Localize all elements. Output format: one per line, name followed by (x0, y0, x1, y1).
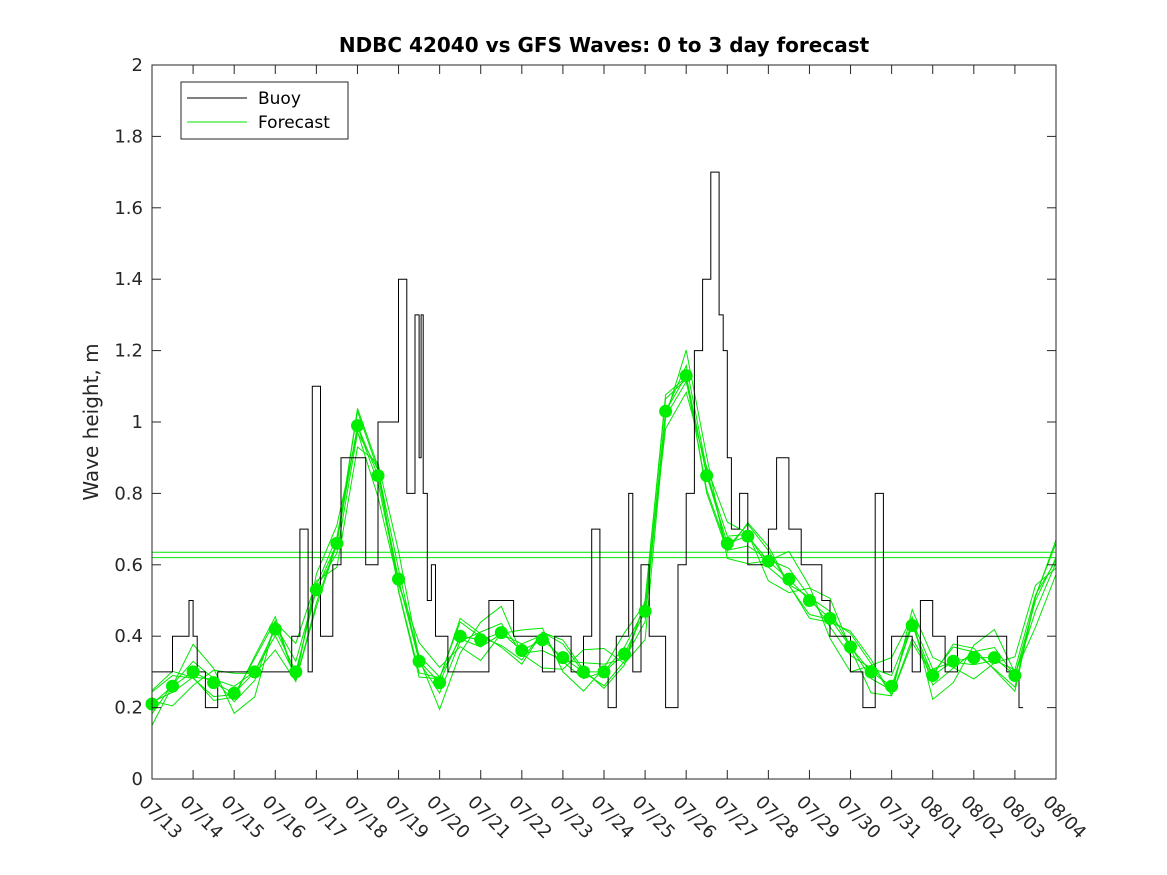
analysis-point (268, 622, 282, 636)
forecast-line (151, 376, 1057, 701)
x-tick-label: 07/13 (134, 792, 186, 844)
y-tick-label: 1.2 (114, 341, 143, 362)
legend-box (180, 81, 349, 140)
y-tick-label: 2 (132, 55, 143, 76)
analysis-point (659, 404, 673, 418)
y-tick-label: 0.4 (114, 626, 143, 647)
legend-label-buoy: Buoy (258, 89, 301, 109)
analysis-point (967, 651, 981, 665)
y-tick-label: 1.6 (114, 198, 143, 219)
y-tick-label: 1 (132, 412, 143, 433)
x-tick-label: 07/19 (381, 792, 433, 844)
analysis-point (926, 669, 940, 682)
x-tick-label: 07/21 (463, 792, 515, 844)
analysis-point (761, 554, 775, 568)
forecast-line (151, 349, 1057, 726)
analysis-point (864, 665, 878, 679)
y-tick-label: 0 (132, 769, 143, 790)
analysis-point (166, 679, 179, 693)
analysis-point (823, 611, 837, 625)
x-tick-label: 07/27 (710, 792, 762, 844)
analysis-point (309, 583, 323, 597)
analysis-point (556, 651, 570, 665)
x-tick-label: 07/28 (751, 792, 803, 844)
analysis-point (741, 529, 755, 543)
analysis-point (535, 633, 549, 647)
analysis-point (679, 369, 693, 383)
analysis-point (597, 665, 611, 679)
x-tick-label: 07/26 (669, 792, 721, 844)
analysis-point (494, 626, 508, 640)
buoy-line (152, 171, 1024, 709)
analysis-point (638, 604, 652, 618)
x-tick-label: 07/16 (258, 792, 310, 844)
x-tick-label: 07/24 (586, 792, 638, 844)
analysis-point (700, 469, 714, 483)
x-tick-label: 08/01 (915, 792, 967, 844)
x-tick-label: 08/02 (956, 792, 1008, 844)
analysis-point (782, 572, 796, 586)
analysis-point (885, 679, 899, 693)
analysis-point (371, 469, 385, 483)
x-tick-label: 07/25 (628, 792, 680, 844)
analysis-point (905, 619, 919, 632)
x-tick-label: 07/14 (176, 792, 228, 844)
x-tick-label: 07/17 (299, 792, 351, 844)
x-tick-label: 07/31 (874, 792, 926, 844)
data-layer (145, 171, 1057, 726)
x-tick-label: 07/22 (504, 792, 556, 844)
y-tick-label: 0.8 (114, 483, 143, 504)
analysis-point (720, 536, 734, 550)
legend-label-forecast: Forecast (258, 113, 330, 133)
analysis-point (289, 665, 303, 679)
analysis-point (453, 629, 467, 643)
legend: Buoy Forecast (180, 81, 349, 140)
y-tick-label: 1.8 (114, 126, 143, 147)
chart-title: NDBC 42040 vs GFS Waves: 0 to 3 day fore… (339, 33, 870, 57)
y-tick-label: 1.4 (114, 269, 143, 290)
analysis-point (207, 676, 221, 690)
analysis-point (433, 676, 447, 690)
x-tick-label: 07/20 (422, 792, 474, 844)
x-tick-label: 08/03 (997, 792, 1049, 844)
x-tick-label: 07/18 (340, 792, 392, 844)
analysis-point (1008, 669, 1022, 682)
analysis-point (946, 654, 960, 668)
x-tick-label: 07/23 (545, 792, 597, 844)
analysis-point (803, 594, 816, 607)
x-tick-label: 07/30 (833, 792, 885, 844)
y-tick-label: 0.6 (114, 555, 143, 576)
x-tick-label: 08/04 (1038, 792, 1090, 844)
analysis-point (392, 572, 405, 586)
y-tick-label: 0.2 (114, 698, 143, 719)
analysis-point (330, 536, 344, 550)
analysis-point (515, 644, 529, 657)
y-axis-label: Wave height, m (79, 343, 103, 500)
analysis-point (987, 651, 1001, 665)
analysis-point (474, 633, 488, 647)
analysis-point (186, 665, 200, 679)
analysis-point (351, 419, 364, 433)
x-tick-label: 07/29 (792, 792, 844, 844)
analysis-point (412, 654, 426, 668)
forecast-line (151, 363, 1057, 715)
x-tick-label: 07/15 (217, 792, 269, 844)
analysis-point (844, 640, 857, 654)
analysis-point (577, 665, 590, 679)
analysis-point (248, 665, 262, 679)
analysis-point (227, 686, 241, 700)
analysis-point (618, 647, 631, 661)
